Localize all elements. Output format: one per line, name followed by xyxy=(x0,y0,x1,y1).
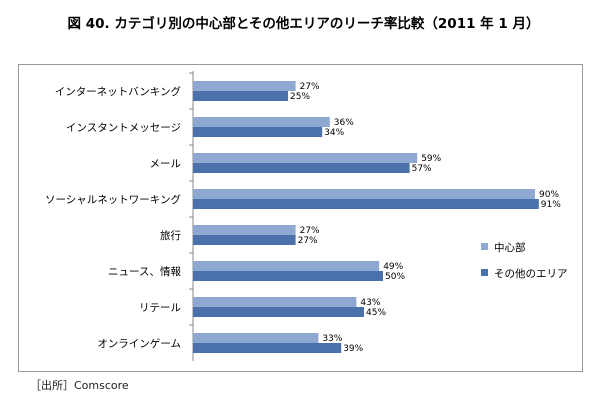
bar xyxy=(193,235,296,245)
legend-label: その他のエリア xyxy=(494,267,568,280)
bar xyxy=(193,271,383,281)
bar xyxy=(193,297,357,307)
bar xyxy=(193,225,296,235)
data-label: 36% xyxy=(334,118,354,128)
bar xyxy=(193,307,364,317)
data-label: 43% xyxy=(360,298,380,308)
bar xyxy=(193,81,296,91)
category-label: インスタントメッセージ xyxy=(66,122,181,134)
data-label: 45% xyxy=(366,308,386,318)
data-label: 91% xyxy=(541,200,561,210)
bar xyxy=(193,91,288,101)
data-label: 49% xyxy=(383,262,403,272)
bar xyxy=(193,117,330,127)
bar xyxy=(193,261,380,271)
data-label: 27% xyxy=(298,236,318,246)
data-label: 50% xyxy=(385,272,405,282)
data-label: 39% xyxy=(343,344,363,354)
bar xyxy=(193,333,319,343)
data-label: 90% xyxy=(539,190,559,200)
bar xyxy=(193,343,342,353)
data-label: 33% xyxy=(322,334,342,344)
bar xyxy=(193,127,323,137)
bar xyxy=(193,163,410,173)
category-label: オンラインゲーム xyxy=(97,338,181,350)
chart-title: 図 40. カテゴリ別の中心部とその他エリアのリーチ率比較（2011 年 1 月… xyxy=(67,16,540,32)
category-label: ニュース、情報 xyxy=(108,265,181,278)
data-label: 27% xyxy=(300,82,320,92)
data-label: 27% xyxy=(300,226,320,236)
category-label: 旅行 xyxy=(160,229,181,242)
data-label: 25% xyxy=(290,92,310,102)
bar xyxy=(193,189,535,199)
bar xyxy=(193,153,418,163)
bar xyxy=(193,199,539,209)
data-label: 34% xyxy=(324,128,344,138)
data-label: 59% xyxy=(421,154,441,164)
legend-swatch xyxy=(481,269,488,276)
category-label: インターネットバンキング xyxy=(55,85,182,98)
category-label: リテール xyxy=(139,302,181,314)
data-label: 57% xyxy=(412,164,432,174)
legend-swatch xyxy=(481,243,488,250)
legend-label: 中心部 xyxy=(494,241,526,254)
category-label: ソーシャルネットワーキング xyxy=(45,193,181,206)
category-label: メール xyxy=(150,158,182,170)
chart-frame xyxy=(18,64,583,372)
source-note: ［出所］Comscore xyxy=(30,379,129,392)
